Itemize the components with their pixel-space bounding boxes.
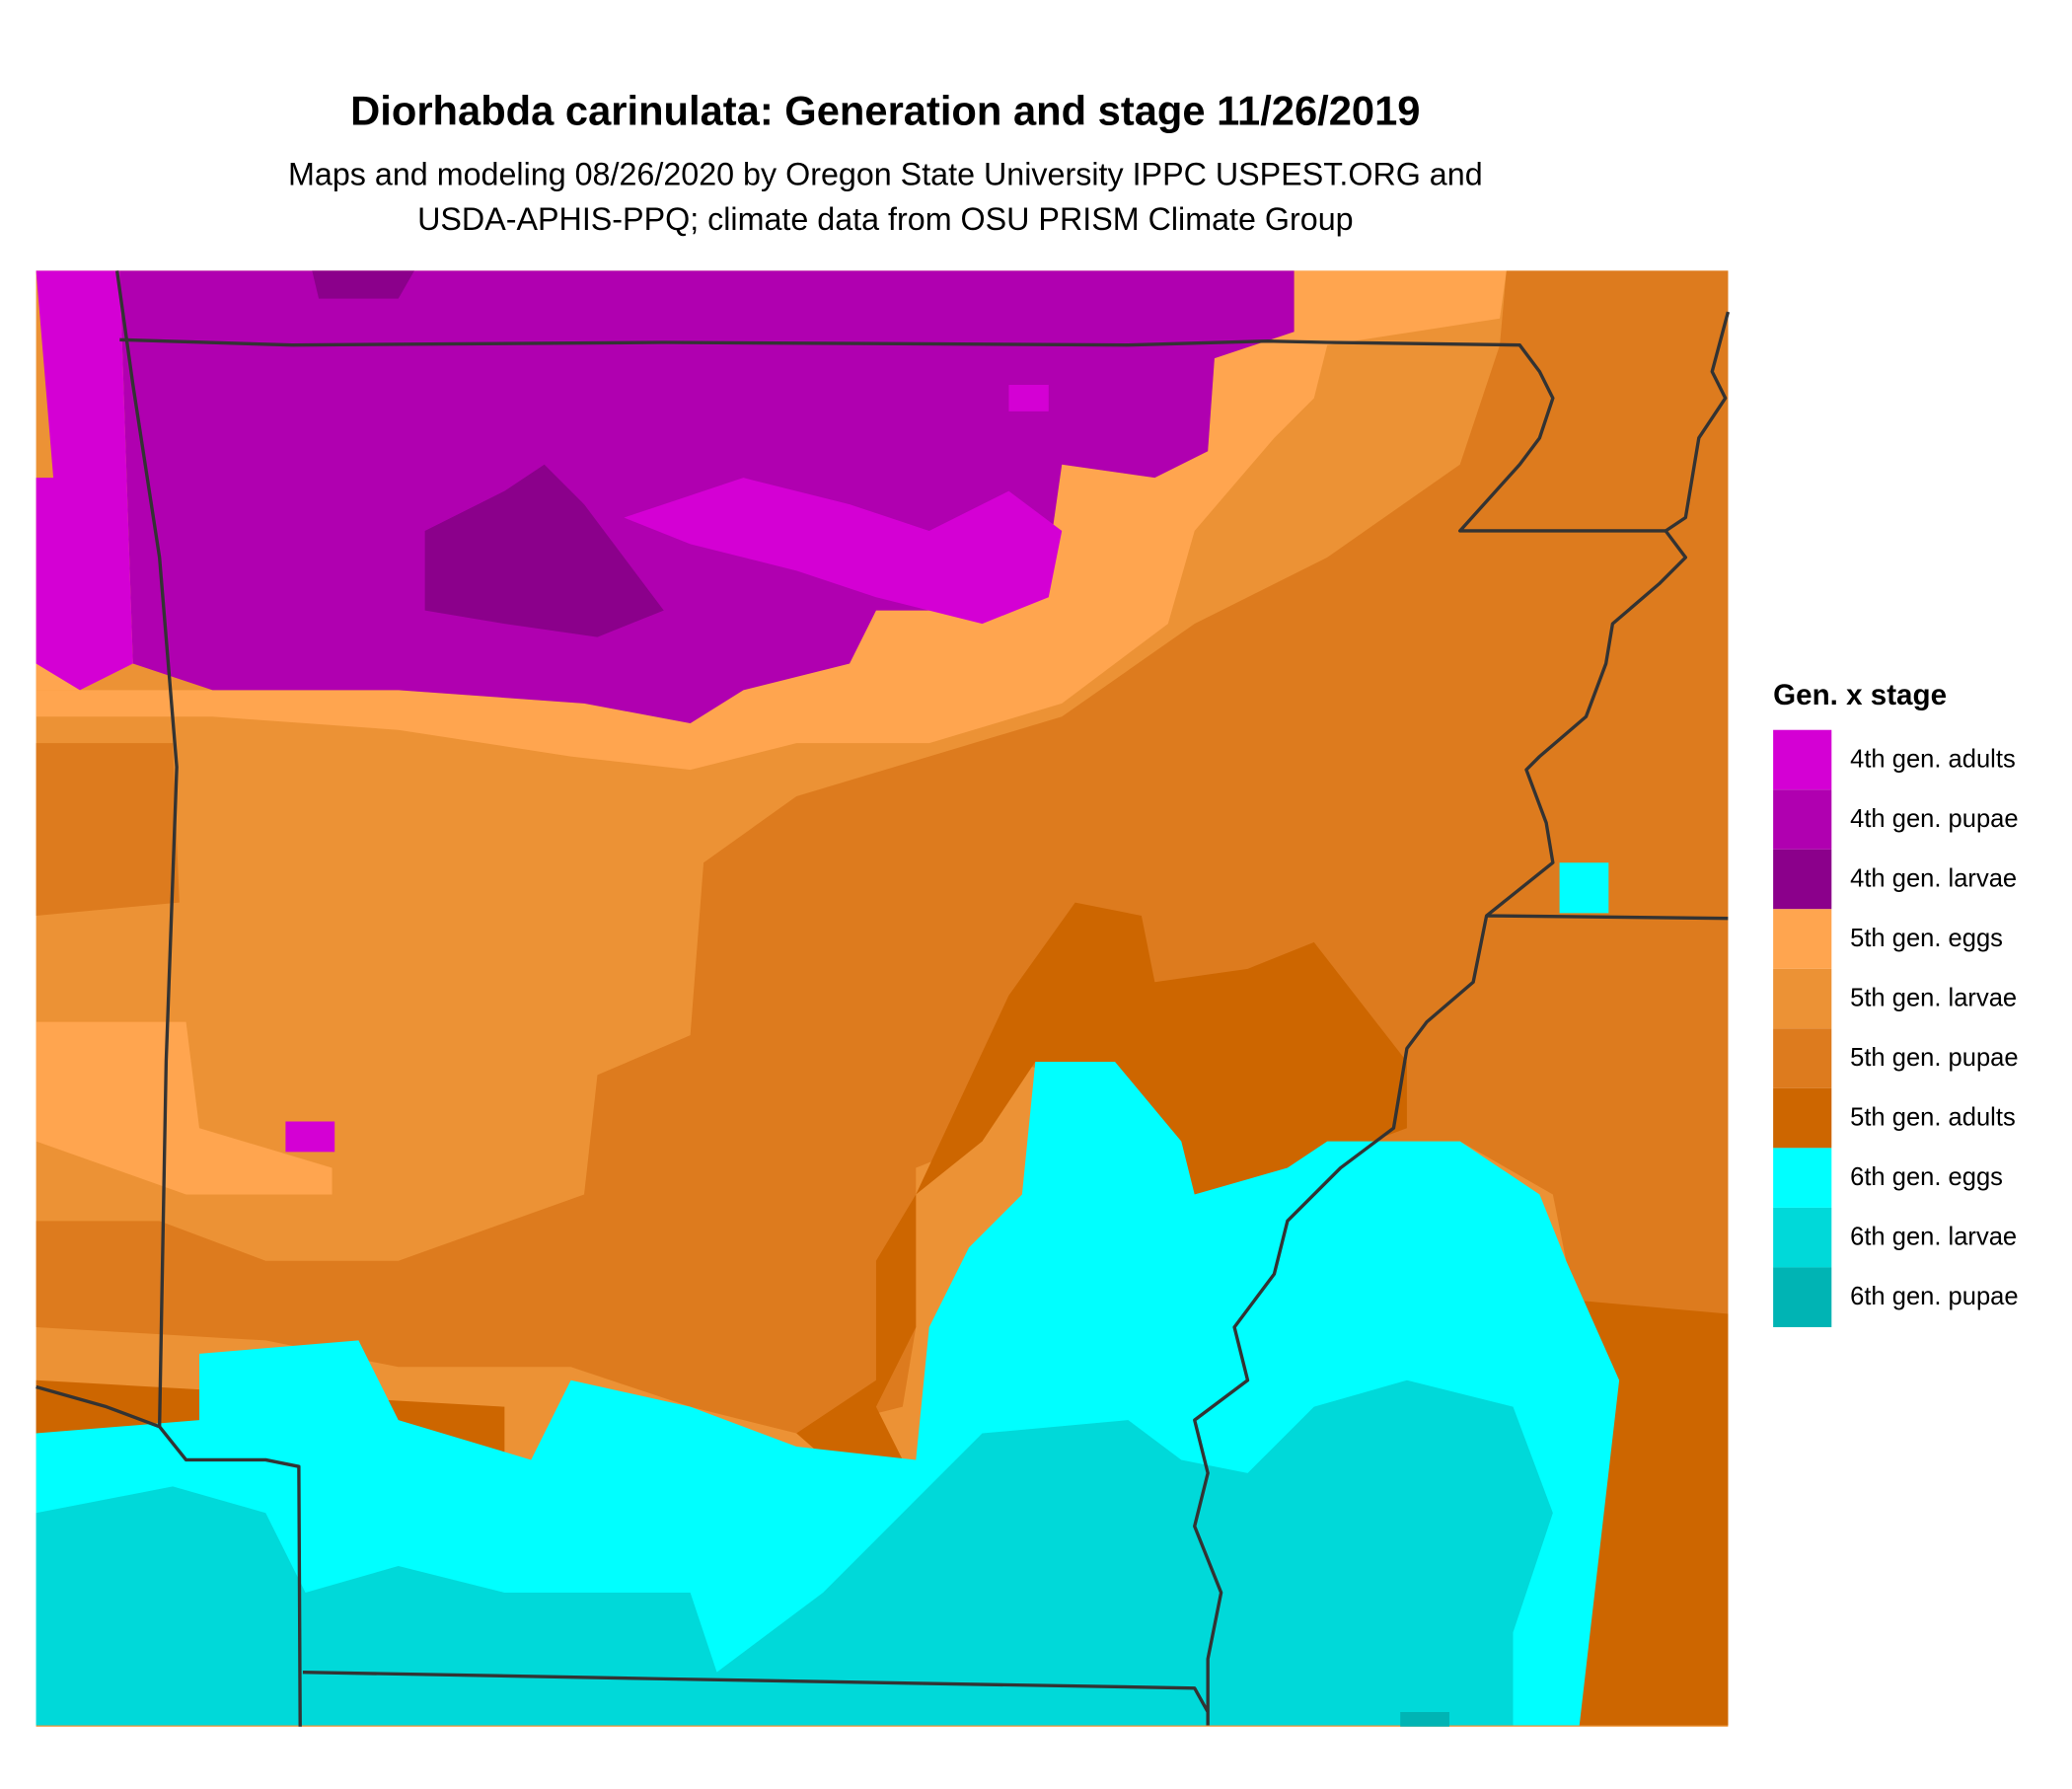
state-borders [36,270,1731,1727]
region [285,1121,335,1153]
region [36,1379,1553,1726]
region [624,478,1063,625]
legend-label: 6th gen. pupae [1850,1283,2018,1310]
subtitle: Maps and modeling 08/26/2020 by Oregon S… [288,156,1483,191]
legend-label: 4th gen. adults [1850,745,2016,773]
region [424,464,664,637]
region [36,1021,333,1195]
legend-swatch [1773,849,1832,910]
legend-label: 4th gen. pupae [1850,805,2018,833]
legend-label: 6th gen. larvae [1850,1224,2017,1251]
border [302,1670,1210,1713]
legend-swatch [1773,729,1832,790]
region [796,902,1407,1487]
legend-label: 6th gen. eggs [1850,1163,2003,1191]
legend-swatch [1773,1028,1832,1088]
legend-swatch [1773,789,1832,850]
region [1400,1711,1449,1727]
title: Diorhabda carinulata: Generation and sta… [350,88,1420,134]
legend-label: 5th gen. larvae [1850,985,2017,1012]
region [1559,862,1609,914]
legend-label: 5th gen. pupae [1850,1044,2018,1072]
border [1486,914,1729,921]
region [36,270,1729,1726]
border [114,270,179,1427]
legend-label: 4th gen. larvae [1850,864,2017,892]
region [312,270,414,299]
border [36,1384,302,1727]
legend-title: Gen. x stage [1773,679,1947,711]
map-regions [36,270,1729,1727]
legend-label: 5th gen. eggs [1850,925,2003,952]
legend-swatch [1773,1087,1832,1149]
border [119,337,1666,533]
subtitle: USDA-APHIS-PPQ; climate data from OSU PR… [417,201,1354,237]
legend-swatch [1773,1267,1832,1327]
legend-label: 5th gen. adults [1850,1104,2016,1132]
legend-swatch [1773,1207,1832,1268]
legend-swatch [1773,1148,1832,1208]
legend-swatch [1773,968,1832,1029]
region [1008,385,1049,411]
region [36,270,1507,771]
legend: 4th gen. adults 4th gen. pupae 4th gen. la… [1773,729,2019,1327]
region [36,743,180,917]
region [36,270,133,691]
legend-swatch [1773,909,1832,969]
